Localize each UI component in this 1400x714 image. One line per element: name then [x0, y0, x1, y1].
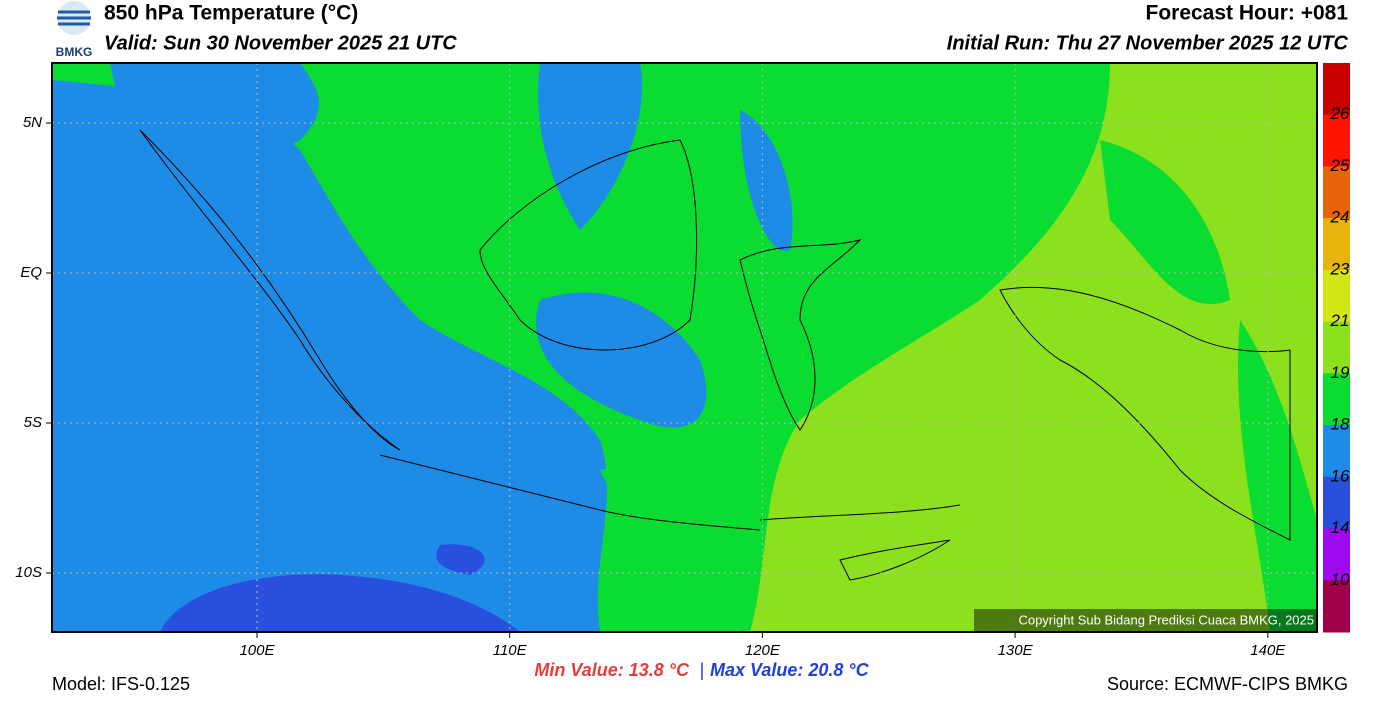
separator: | — [700, 660, 705, 680]
colorbar-segment — [1323, 373, 1350, 426]
colorbar-segment — [1323, 528, 1350, 581]
copyright: Copyright Sub Bidang Prediksi Cuaca BMKG… — [1018, 612, 1314, 627]
colorbar-label: 19 — [1331, 363, 1350, 382]
colorbar-label: 23 — [1330, 259, 1350, 278]
lon-label: 110E — [493, 642, 528, 659]
model: Model: IFS-0.125 — [52, 674, 190, 694]
temperature-field — [52, 63, 1317, 632]
colorbar-segment — [1323, 580, 1350, 633]
copyright-box — [974, 609, 1317, 632]
source: Source: ECMWF-CIPS BMKG — [1107, 674, 1348, 694]
valid-time: Valid: Sun 30 November 2025 21 UTC — [104, 32, 457, 54]
logo-text: BMKG — [56, 45, 93, 59]
lon-label: 120E — [745, 642, 781, 659]
lat-label: EQ — [20, 264, 42, 281]
colorbar-segment — [1323, 63, 1350, 116]
colorbar-segment — [1323, 425, 1350, 478]
colorbar-label: 21 — [1330, 311, 1350, 330]
colorbar-label: 25 — [1330, 156, 1350, 175]
colorbar-label: 18 — [1331, 415, 1350, 434]
colorbar-segment — [1323, 166, 1350, 219]
initial-run: Initial Run: Thu 27 November 2025 12 UTC — [947, 32, 1349, 54]
colorbar-segment — [1323, 269, 1350, 323]
map-frame — [51, 62, 1318, 633]
colorbar-label: 24 — [1330, 208, 1350, 227]
max-value: Max Value: 20.8 °C — [710, 660, 870, 680]
lon-label: 140E — [1250, 642, 1286, 659]
graticule: 5N EQ 5S 10S 100E 110E 120E 130E 140E — [15, 63, 1317, 659]
colorbar-segment — [1323, 114, 1350, 167]
logo: BMKG — [56, 1, 93, 59]
lon-label: 130E — [998, 642, 1034, 659]
colorbar: 26 25 24 23 21 19 18 16 14 10 — [1323, 63, 1350, 633]
colorbar-segment — [1323, 321, 1350, 374]
min-value: Min Value: 13.8 °C — [534, 660, 690, 680]
colorbar-label: 16 — [1331, 466, 1350, 485]
colorbar-segment — [1323, 218, 1350, 271]
colorbar-label: 14 — [1331, 518, 1350, 537]
forecast-hour: Forecast Hour: +081 — [1146, 2, 1349, 25]
title: 850 hPa Temperature (°C) — [104, 2, 358, 25]
lat-label: 5S — [24, 414, 42, 431]
colorbar-label: 26 — [1330, 104, 1350, 123]
lon-label: 100E — [239, 642, 275, 659]
lat-label: 5N — [23, 114, 42, 131]
colorbar-segment — [1323, 476, 1350, 530]
colorbar-label: 10 — [1331, 570, 1350, 589]
lat-label: 10S — [15, 564, 42, 581]
